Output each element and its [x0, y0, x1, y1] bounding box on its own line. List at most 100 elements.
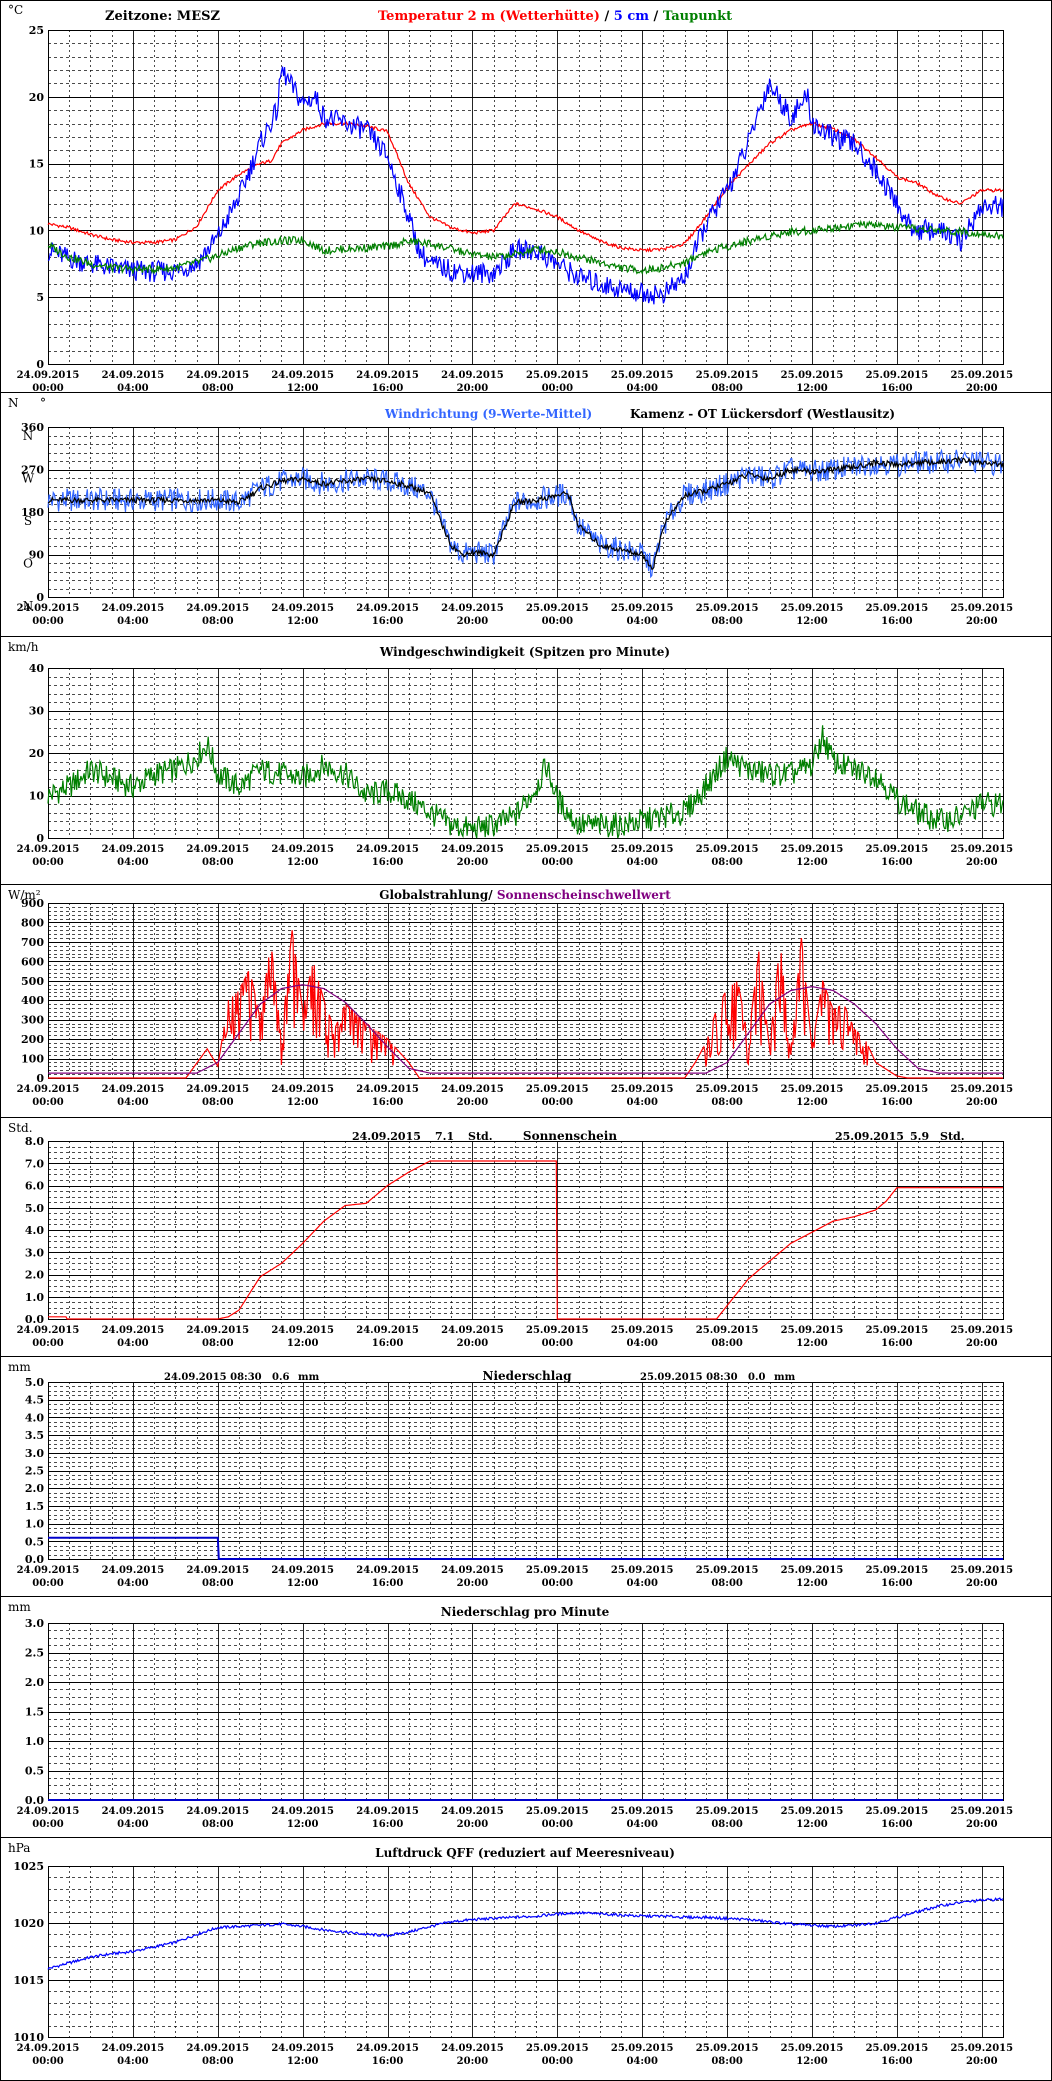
- y-tick-label: 8.0: [25, 1135, 44, 1148]
- x-tick-time: 00:00: [32, 1819, 64, 1830]
- x-tick-time: 00:00: [542, 1338, 574, 1349]
- x-tick-date: 25.09.2015: [781, 1806, 844, 1817]
- x-tick-date: 24.09.2015: [441, 1806, 504, 1817]
- y-tick-label: 0.0: [25, 1553, 44, 1566]
- x-tick-date: 24.09.2015: [17, 2043, 80, 2054]
- x-tick-date: 25.09.2015: [526, 370, 589, 381]
- x-tick-time: 20:00: [457, 616, 489, 627]
- x-tick-date: 25.09.2015: [950, 2043, 1013, 2054]
- panel-sunshine: 0.01.02.03.04.05.06.07.08.0Std.24.09.201…: [0, 1121, 1052, 1357]
- x-tick-time: 12:00: [796, 1097, 828, 1108]
- x-tick-time: 12:00: [287, 616, 319, 627]
- y-tick-label: 0: [36, 358, 44, 371]
- summary-date: 25.09.2015: [835, 1130, 904, 1143]
- x-tick-date: 25.09.2015: [696, 603, 759, 614]
- x-tick-date: 25.09.2015: [950, 370, 1013, 381]
- x-tick-time: 12:00: [287, 1338, 319, 1349]
- y-tick-label: 3.0: [25, 1246, 44, 1259]
- x-tick-date: 25.09.2015: [950, 1325, 1013, 1336]
- x-tick-time: 08:00: [711, 1338, 743, 1349]
- x-tick-time: 16:00: [372, 1097, 404, 1108]
- y-tick-label: 2.0: [25, 1269, 44, 1282]
- x-tick-time: 16:00: [372, 1338, 404, 1349]
- x-tick-time: 16:00: [372, 857, 404, 868]
- x-tick-date: 25.09.2015: [781, 2043, 844, 2054]
- summary-date: 24.09.2015: [352, 1130, 421, 1143]
- x-tick-time: 00:00: [32, 1578, 64, 1589]
- x-tick-time: 08:00: [711, 1097, 743, 1108]
- x-tick-time: 20:00: [966, 857, 998, 868]
- x-tick-date: 24.09.2015: [186, 844, 249, 855]
- unit-label: °: [40, 396, 46, 410]
- summary-date: 25.09.2015 08:30: [640, 1372, 738, 1383]
- x-tick-time: 20:00: [966, 616, 998, 627]
- x-tick-time: 12:00: [796, 857, 828, 868]
- y-tick-label: 0: [36, 832, 44, 845]
- x-tick-date: 24.09.2015: [356, 1565, 419, 1576]
- y-tick-label: 100: [21, 1053, 44, 1066]
- series-line-pressure-0: [47, 1897, 1004, 1970]
- chart-title: Sonnenschein: [523, 1129, 617, 1143]
- y-tick-label: 1010: [13, 2031, 44, 2044]
- x-tick-date: 25.09.2015: [611, 1325, 674, 1336]
- plot-frame: [48, 427, 1004, 598]
- station-title: Kamenz - OT Lückersdorf (Westlausitz): [630, 407, 895, 421]
- x-tick-time: 00:00: [542, 1819, 574, 1830]
- x-tick-date: 24.09.2015: [102, 1806, 165, 1817]
- x-tick-date: 25.09.2015: [526, 1325, 589, 1336]
- y-tick-label: 400: [21, 994, 44, 1007]
- x-tick-time: 16:00: [881, 1578, 913, 1589]
- title-part: /: [649, 9, 663, 24]
- unit-label: mm: [8, 1600, 31, 1614]
- x-tick-date: 24.09.2015: [17, 370, 80, 381]
- x-tick-time: 20:00: [457, 1338, 489, 1349]
- x-tick-time: 12:00: [287, 1819, 319, 1830]
- series-line-precip-0: [48, 1536, 1003, 1560]
- y-tick-label: 270: [21, 464, 44, 477]
- x-tick-time: 00:00: [32, 1097, 64, 1108]
- x-tick-date: 24.09.2015: [186, 603, 249, 614]
- x-tick-date: 25.09.2015: [696, 844, 759, 855]
- x-tick-date: 25.09.2015: [611, 370, 674, 381]
- y-tick-label: 1.0: [25, 1735, 44, 1748]
- series-line-sunshine-0: [48, 1160, 1003, 1320]
- compass-label: O: [23, 557, 33, 571]
- x-tick-date: 24.09.2015: [271, 1565, 334, 1576]
- unit-label: °C: [8, 3, 23, 17]
- y-tick-label: 0.5: [25, 1535, 44, 1548]
- x-tick-time: 16:00: [372, 1819, 404, 1830]
- series-line-windspeed-0: [47, 725, 1004, 839]
- x-tick-date: 24.09.2015: [271, 2043, 334, 2054]
- y-tick-label: 5: [36, 291, 44, 304]
- x-tick-date: 24.09.2015: [102, 1325, 165, 1336]
- panel-precip: 0.0 0.5 1.0 1.5 2.0 2.5 3.0 3.5 4.0 4.5 5.0 mm 24.09…: [0, 1360, 1052, 1597]
- y-tick-label: 360: [21, 421, 44, 434]
- y-tick-label: 2.5: [25, 1465, 44, 1478]
- y-tick-label: 600: [21, 955, 44, 968]
- y-tick-label: 7.0: [25, 1157, 44, 1170]
- compass-label: S: [24, 514, 32, 528]
- x-tick-date: 25.09.2015: [866, 1084, 929, 1095]
- x-tick-date: 25.09.2015: [866, 1325, 929, 1336]
- x-tick-date: 25.09.2015: [950, 1565, 1013, 1576]
- x-tick-date: 24.09.2015: [102, 2043, 165, 2054]
- x-tick-time: 08:00: [202, 857, 234, 868]
- y-tick-label: 1.5: [25, 1706, 44, 1719]
- x-tick-date: 24.09.2015: [17, 1325, 80, 1336]
- chart-title: Globalstrahlung/ Sonnenscheinschwellwert: [379, 888, 671, 902]
- unit-label: km/h: [8, 640, 39, 654]
- x-tick-time: 16:00: [372, 2056, 404, 2067]
- title-part: Sonnenscheinschwellwert: [497, 888, 671, 902]
- x-tick-date: 24.09.2015: [102, 370, 165, 381]
- x-tick-date: 25.09.2015: [866, 1806, 929, 1817]
- x-tick-time: 04:00: [117, 616, 149, 627]
- timezone-label: Zeitzone: MESZ: [105, 9, 220, 24]
- x-tick-time: 16:00: [881, 2056, 913, 2067]
- x-tick-time: 16:00: [881, 1338, 913, 1349]
- x-tick-date: 25.09.2015: [611, 2043, 674, 2054]
- x-tick-time: 08:00: [711, 2056, 743, 2067]
- x-tick-date: 24.09.2015: [441, 844, 504, 855]
- title-part: Globalstrahlung/: [379, 888, 497, 902]
- x-tick-time: 04:00: [626, 2056, 658, 2067]
